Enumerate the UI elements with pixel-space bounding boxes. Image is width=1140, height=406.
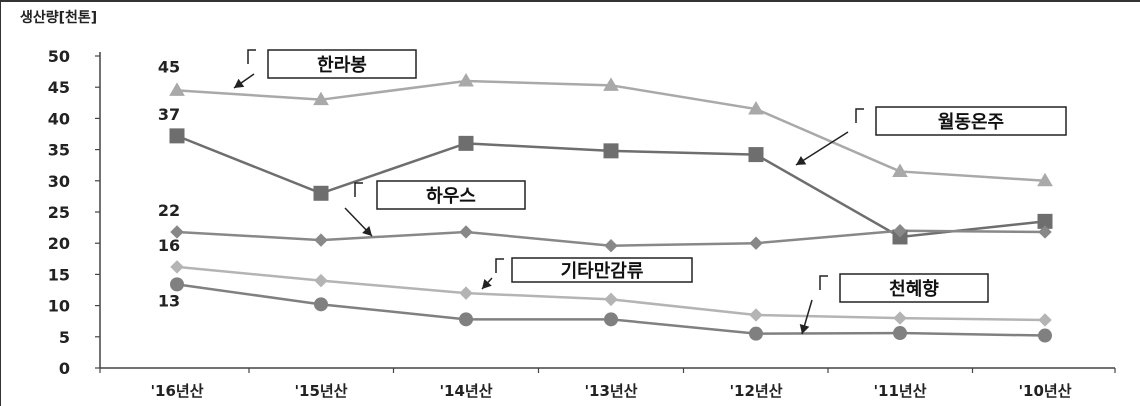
callout-bracket (354, 182, 363, 197)
callout-label: 천혜향 (889, 279, 939, 300)
data-label: 16 (158, 236, 180, 255)
callout-bracket (819, 275, 828, 290)
callout-label: 월동온주 (938, 112, 1004, 133)
callout-label: 기타만감류 (561, 261, 644, 282)
data-point (749, 326, 763, 341)
callout-4: 기타만감류 (481, 257, 693, 290)
y-tick-label: 45 (48, 78, 70, 97)
data-label: 37 (158, 105, 180, 124)
data-point (749, 308, 763, 322)
data-point (748, 101, 764, 115)
data-point (314, 273, 328, 288)
callout-arrow-line (795, 131, 849, 166)
data-point (1037, 172, 1053, 187)
data-point (1038, 313, 1052, 327)
callout-1: 한라봉 (233, 49, 417, 89)
data-point (169, 128, 185, 144)
y-tick-label: 20 (48, 234, 70, 253)
callout-2: 월동온주 (795, 106, 1067, 166)
y-tick-label: 50 (48, 47, 70, 66)
data-point (459, 286, 473, 300)
y-tick-label: 30 (48, 172, 70, 191)
callout-bracket (495, 258, 504, 273)
data-point (893, 311, 907, 325)
data-point (170, 225, 184, 239)
callout-arrowhead (799, 323, 810, 334)
callout-box (376, 180, 526, 210)
callout-box (875, 106, 1067, 136)
data-point (893, 326, 907, 341)
data-point (458, 135, 474, 151)
data-point (313, 91, 329, 106)
callout-label: 한라봉 (317, 55, 367, 76)
data-point (170, 277, 184, 292)
data-label: 13 (158, 291, 180, 310)
data-point (603, 77, 619, 91)
data-point (893, 224, 907, 238)
x-tick-label: '15년산 (294, 382, 347, 400)
callout-box (267, 49, 417, 79)
x-tick-label: '11년산 (873, 382, 926, 400)
x-tick-label: '16년산 (150, 382, 203, 400)
x-tick-label: '12년산 (729, 382, 782, 400)
x-tick-label: '10년산 (1018, 382, 1071, 400)
series-markers (169, 72, 1053, 343)
data-point (313, 185, 329, 201)
data-point (892, 163, 908, 177)
data-point (748, 147, 764, 163)
tick-labels: 0 5 10 15 20 25 30 35 40 45 50 '16년산 '15년산 '14년산 '13년산… (48, 47, 1072, 400)
x-tick-label: '14년산 (439, 382, 492, 400)
y-tick-label: 10 (48, 297, 70, 316)
data-label: 45 (158, 57, 180, 76)
callout-3: 하우스 (344, 180, 526, 237)
data-point (603, 143, 619, 159)
callout-box (839, 273, 989, 303)
data-point (1038, 225, 1052, 239)
callout-bracket (855, 108, 864, 123)
callout-arrowhead (234, 78, 245, 88)
y-tick-label: 35 (48, 141, 70, 160)
x-tick-label: '13년산 (584, 382, 637, 400)
data-point (604, 312, 618, 327)
data-point (314, 297, 328, 312)
data-labels: 45 37 22 16 13 (158, 57, 180, 310)
data-point (169, 82, 185, 96)
callout-arrowhead (482, 278, 492, 289)
callout-5: 천혜향 (799, 273, 989, 335)
y-tick-label: 0 (59, 359, 70, 378)
callout-bracket (247, 49, 256, 64)
data-point (459, 225, 473, 239)
y-tick-label: 5 (59, 328, 70, 347)
data-point (604, 238, 618, 253)
data-point (604, 292, 618, 307)
data-point (170, 260, 184, 274)
y-tick-label: 15 (48, 265, 70, 284)
callout-box (511, 257, 693, 283)
y-tick-label: 40 (48, 109, 70, 128)
callout-arrowhead (796, 155, 807, 165)
data-label: 22 (158, 201, 180, 220)
data-point (1038, 328, 1052, 343)
axes (95, 52, 1116, 373)
data-point (458, 72, 474, 87)
data-point (314, 233, 328, 247)
callout-arrowhead (362, 226, 372, 236)
data-point (749, 236, 763, 250)
y-tick-label: 25 (48, 203, 70, 222)
data-point (459, 312, 473, 327)
callout-label: 하우스 (426, 186, 476, 207)
y-axis-label: 생산량[천톤] (20, 9, 97, 26)
